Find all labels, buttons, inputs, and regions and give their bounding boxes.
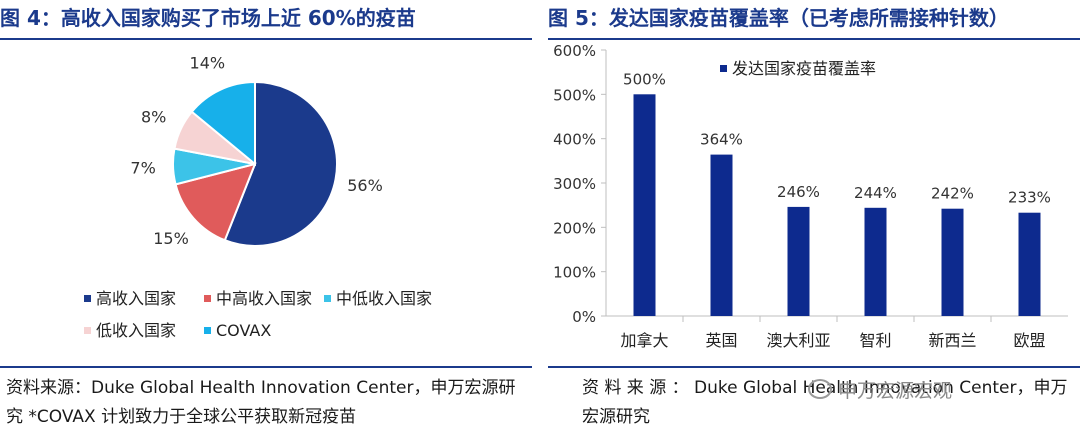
pie-slice [223,80,338,247]
watermark-text: 申万宏源宏观 [838,380,953,402]
x-tick-label: 欧盟 [1013,331,1045,350]
x-tick-label: 智利 [859,331,891,350]
bar-value-label: 246% [777,183,820,201]
y-tick-label: 100% [553,264,596,282]
watermark: 申万宏源宏观 [808,378,952,404]
legend-swatch [720,65,727,72]
y-tick-label: 600% [553,42,596,60]
x-tick-label: 澳大利亚 [766,331,830,350]
legend-label: 中高收入国家 [216,289,312,308]
bar [787,206,810,316]
legend-label: 低收入国家 [96,321,176,340]
left-figure-title: 图 4：高收入国家购买了市场上近 60%的疫苗 [0,6,416,30]
pie-slice [190,80,256,167]
left-source-note: 资料来源：Duke Global Health Innovation Cente… [6,378,516,427]
y-tick-label: 300% [553,175,596,193]
pie-value-label: 14% [190,54,226,73]
bar-value-label: 242% [931,185,974,203]
y-tick-label: 0% [572,308,596,326]
bar [864,207,887,316]
y-tick-label: 500% [553,86,596,104]
pie-value-label: 15% [153,229,189,248]
x-tick-label: 英国 [705,331,737,350]
right-figure: 图 5：发达国家疫苗覆盖率（已考虑所需接种针数） 0% 100% 200% 300% 4… [548,0,1080,438]
x-tick-label: 加拿大 [620,331,668,350]
right-source-rule [548,366,1080,368]
left-title-rule [0,38,532,40]
legend-label: 高收入国家 [96,289,176,308]
bar-value-label: 233% [1008,189,1051,207]
legend-swatch [204,295,211,302]
y-tick-label: 200% [553,219,596,237]
y-tick-label: 400% [553,131,596,149]
pie-slice [174,162,257,242]
bar-value-label: 244% [854,184,897,202]
bar [1018,212,1041,316]
bar [941,208,964,316]
legend-label: 发达国家疫苗覆盖率 [732,59,876,78]
bar-value-label: 364% [700,131,743,149]
legend-swatch [84,295,91,302]
legend-label: 中低收入国家 [336,289,432,308]
pie-value-label: 8% [141,107,166,126]
right-title-rule [548,38,1080,40]
bar [633,94,656,316]
bar-value-label: 500% [623,70,666,88]
legend-swatch [204,327,211,334]
legend-label: COVAX [216,321,271,340]
wechat-icon [808,379,832,399]
right-figure-title: 图 5：发达国家疫苗覆盖率（已考虑所需接种针数） [548,6,1009,30]
pie-value-label: 56% [347,176,383,195]
legend-swatch [84,327,91,334]
x-tick-label: 新西兰 [928,331,976,350]
bar [710,154,733,316]
legend-swatch [324,295,331,302]
left-source-rule [0,366,532,368]
left-figure: 图 4：高收入国家购买了市场上近 60%的疫苗 56% 15% 7% 8% 14% 高收入… [0,0,532,438]
pie-value-label: 7% [130,159,155,178]
bar-chart: 0% 100% 200% 300% 400% 500% 600% 500% 加拿大 364% 英国 2… [553,42,1068,350]
